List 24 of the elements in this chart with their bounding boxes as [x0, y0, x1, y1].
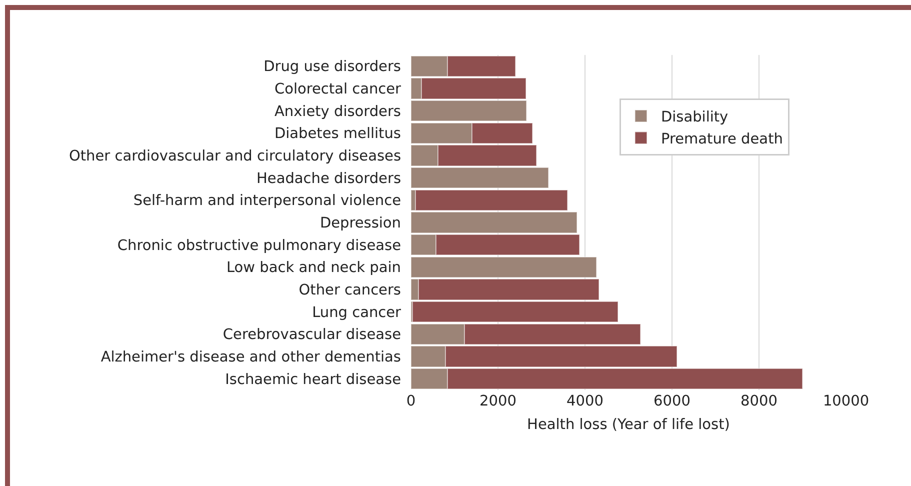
y-tick-label: Chronic obstructive pulmonary disease	[117, 238, 402, 254]
y-tick-label: Lung cancer	[312, 304, 402, 321]
x-tick-label: 4000	[566, 394, 604, 410]
y-tick-label: Other cardiovascular and circulatory diseases	[68, 148, 401, 165]
legend-label: Premature death	[660, 131, 783, 148]
y-tick-label: Diabetes mellitus	[274, 126, 401, 142]
y-tick-label: Drug use disorders	[264, 59, 401, 76]
y-tick-label: Other cancers	[298, 282, 401, 299]
y-tick-label: Cerebrovascular disease	[222, 327, 402, 344]
y-tick-label: Self-harm and interpersonal violence	[133, 193, 402, 210]
x-axis-title: Health loss (Year of life lost)	[527, 417, 730, 434]
x-tick-label: 10000	[822, 394, 870, 410]
x-tick-label: 0	[406, 394, 416, 410]
y-tick-label: Ischaemic heart disease	[225, 372, 402, 388]
x-tick-label: 8000	[740, 394, 778, 410]
x-tick-label: 6000	[654, 394, 690, 410]
legend-label: Disability	[660, 110, 729, 126]
y-tick-label: Colorectal cancer	[274, 82, 402, 98]
y-tick-label: Low back and neck pain	[226, 260, 401, 276]
x-tick-label: 2000	[480, 394, 516, 410]
y-tick-label: Anxiety disorders	[274, 104, 401, 120]
y-tick-label: Alzheimer's disease and other dementias	[100, 350, 401, 366]
y-tick-label: Headache disorders	[256, 170, 401, 187]
y-tick-label: Depression	[320, 216, 401, 232]
